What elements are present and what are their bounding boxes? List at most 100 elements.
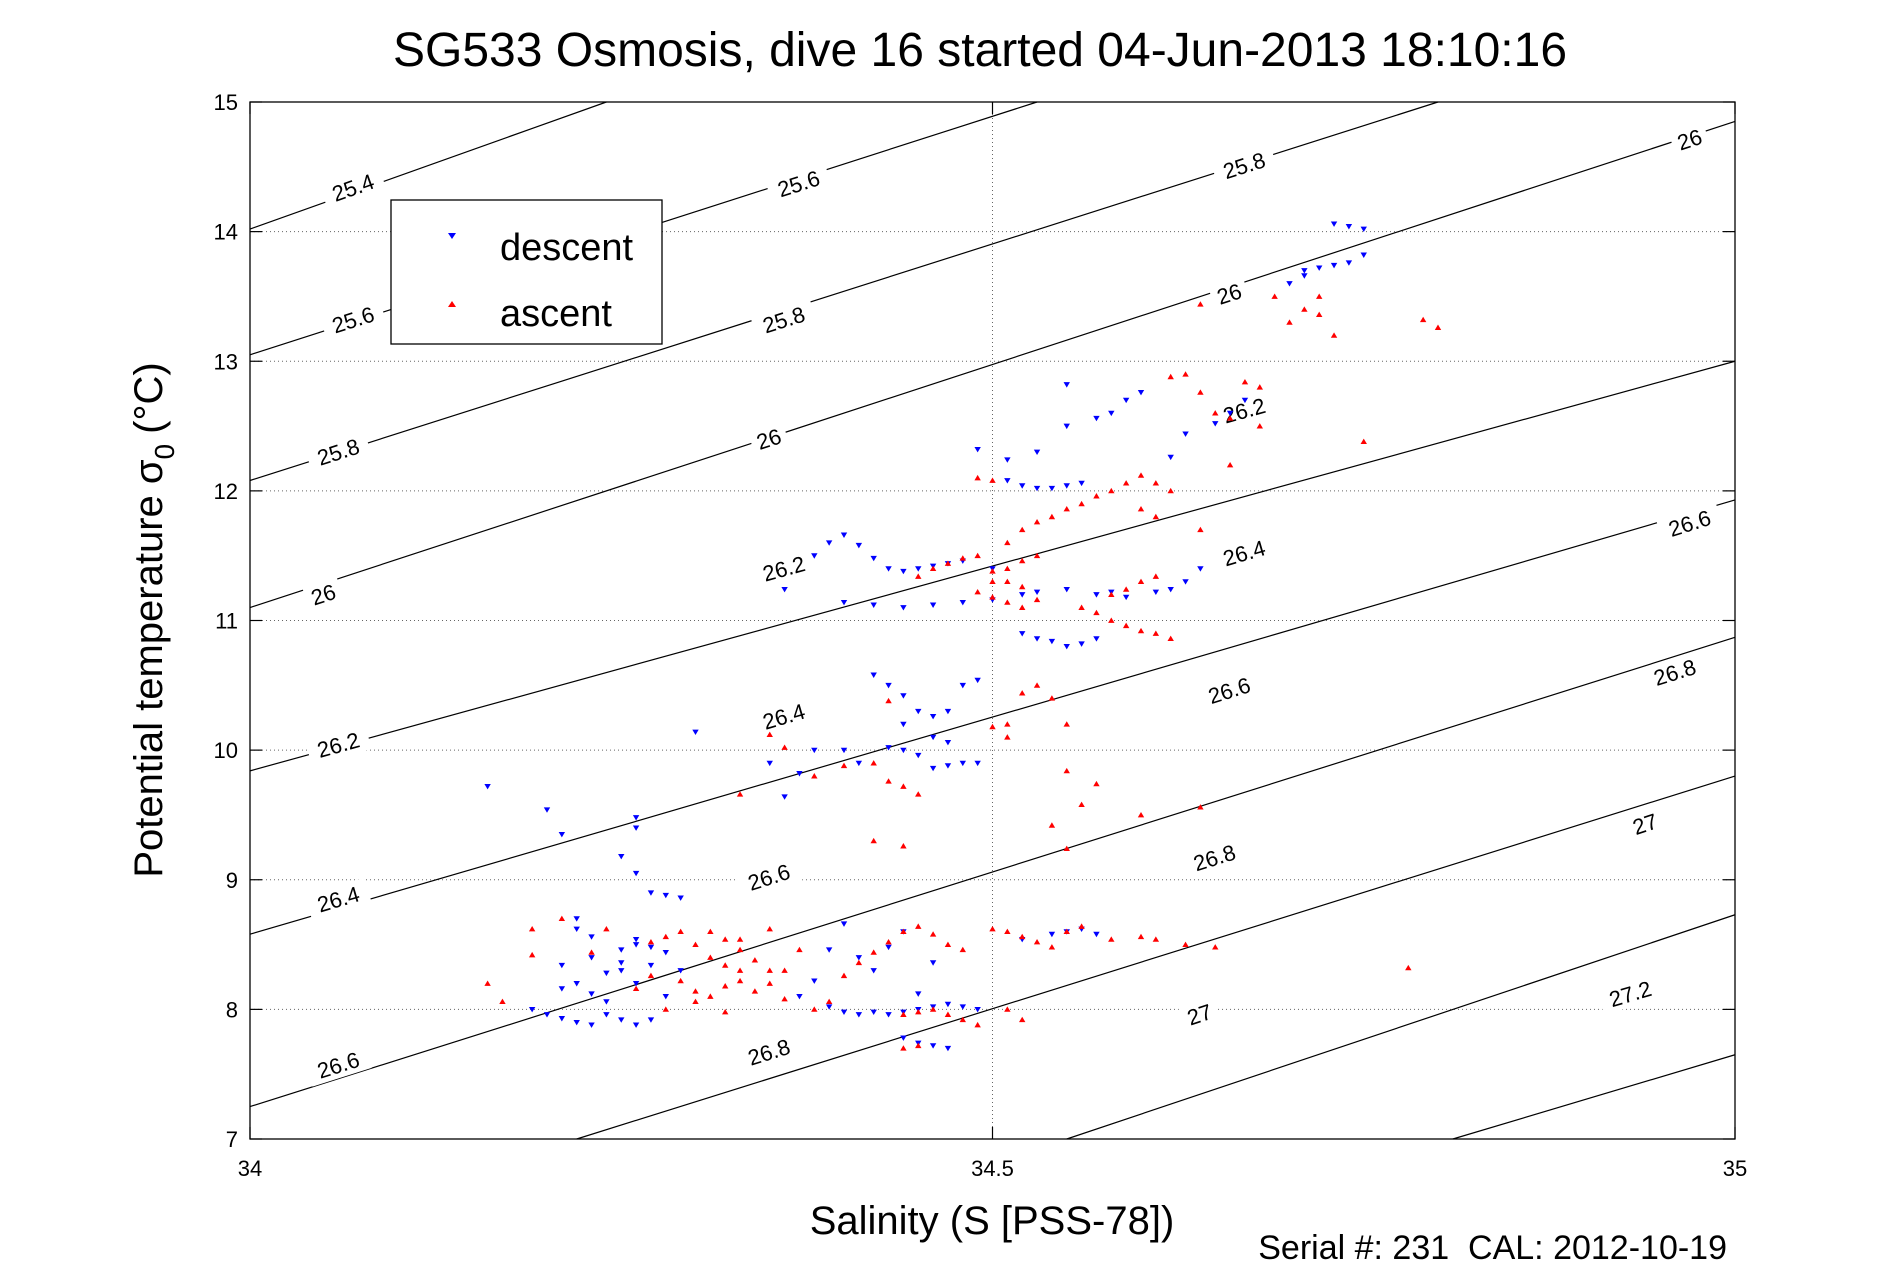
- ascent-point-3: [528, 926, 536, 932]
- contour-label-26.4-2: 26.4: [1210, 531, 1278, 574]
- descent-point-21: [632, 942, 640, 948]
- ascent-point-7: [677, 928, 684, 934]
- descent-point-126: [1360, 226, 1367, 233]
- ascent-point-83: [1033, 552, 1041, 559]
- ascent-point-87: [1122, 622, 1130, 629]
- contour-label-27-0: 27: [1178, 996, 1221, 1033]
- contour-label-26.2-2: 26.2: [1210, 389, 1278, 431]
- descent-point-86: [1063, 586, 1070, 593]
- descent-point-65: [781, 586, 788, 593]
- descent-point-132: [855, 1012, 863, 1018]
- ascent-point-47: [1048, 695, 1056, 701]
- descent-point-117: [1226, 410, 1234, 417]
- ascent-point-25: [662, 1006, 669, 1012]
- contour-line-26.2: [249, 360, 1736, 772]
- contour-label-bg: [750, 547, 818, 590]
- legend-marker-descent: [448, 233, 456, 239]
- descent-point-73: [915, 566, 922, 572]
- descent-point-36: [618, 968, 625, 974]
- descent-point-99: [1093, 636, 1100, 642]
- descent-point-55: [885, 682, 892, 689]
- descent-point-138: [944, 1001, 952, 1008]
- x-axis-label: Salinity (S [PSS-78]): [810, 1199, 1175, 1243]
- ascent-point-116: [1434, 324, 1442, 330]
- contour-label-text: 25.8: [760, 302, 808, 339]
- descent-point-47: [885, 745, 892, 751]
- series-ascent: [484, 293, 1442, 1051]
- contour-label-text: 26.2: [314, 727, 362, 762]
- descent-point-41: [766, 760, 773, 767]
- descent-point-9: [677, 895, 684, 901]
- y-tick-label-4: 11: [215, 609, 238, 634]
- ascent-point-63: [974, 588, 981, 595]
- descent-point-34: [573, 916, 580, 922]
- ascent-point-49: [1063, 767, 1070, 774]
- ascent-point-43: [1004, 734, 1011, 740]
- ascent-point-26: [692, 998, 699, 1004]
- descent-point-17: [603, 999, 610, 1005]
- contour-label-bg: [302, 576, 345, 613]
- y-tick-label-8: 15: [214, 90, 238, 115]
- ascent-point-78: [1137, 472, 1145, 478]
- descent-point-71: [885, 566, 892, 572]
- contour-label-text: 26.4: [760, 699, 808, 735]
- ascent-point-149: [1182, 941, 1189, 947]
- descent-point-116: [1212, 421, 1219, 427]
- descent-point-67: [825, 540, 833, 546]
- descent-point-8: [662, 892, 669, 899]
- descent-point-148: [885, 944, 892, 951]
- ascent-point-77: [1122, 480, 1130, 486]
- descent-point-103: [1048, 485, 1056, 492]
- descent-point-121: [1316, 265, 1323, 271]
- ascent-point-152: [1019, 1016, 1026, 1023]
- ascent-point-2: [528, 951, 536, 958]
- ascent-point-71: [1033, 518, 1041, 525]
- contour-label-text: 26.4: [1220, 535, 1268, 571]
- ascent-point-90: [1167, 635, 1174, 642]
- ascent-point-80: [989, 477, 996, 483]
- ascent-point-5: [647, 938, 655, 945]
- ascent-point-37: [900, 783, 907, 789]
- contour-label-bg: [304, 723, 372, 766]
- ascent-point-136: [840, 972, 848, 979]
- ascent-point-55: [915, 573, 922, 579]
- ascent-point-119: [1197, 804, 1204, 810]
- ascent-point-97: [1137, 506, 1145, 512]
- ascent-point-127: [915, 1042, 922, 1049]
- ascent-point-125: [974, 1021, 981, 1028]
- descent-point-108: [1093, 415, 1100, 422]
- ascent-point-150: [1212, 944, 1219, 950]
- contour-label-26.6-0: 26.6: [304, 1043, 372, 1087]
- ascent-point-81: [1004, 565, 1011, 572]
- contour-label-bg: [735, 855, 803, 899]
- descent-point-26: [632, 1022, 640, 1028]
- ascent-point-35: [870, 760, 877, 766]
- ascent-point-139: [989, 926, 996, 932]
- ascent-point-30: [736, 791, 744, 797]
- contour-label-25.8-1: 25.8: [750, 297, 818, 342]
- descent-point-151: [840, 921, 848, 927]
- contour-label-bg: [1210, 531, 1278, 574]
- ascent-point-14: [707, 993, 714, 999]
- descent-point-31: [588, 955, 595, 961]
- descent-point-123: [1345, 260, 1353, 266]
- contour-label-26.6-1: 26.6: [735, 855, 803, 899]
- contour-label-text: 26.6: [314, 1047, 362, 1084]
- ascent-point-110: [1316, 293, 1323, 299]
- contour-label-text: 26.4: [314, 881, 362, 917]
- ascent-point-82: [1019, 557, 1026, 564]
- ascent-point-158: [558, 915, 566, 922]
- legend-marker-ascent: [448, 301, 456, 307]
- descent-point-46: [855, 760, 863, 767]
- descent-point-39: [662, 949, 669, 956]
- ascent-point-17: [751, 988, 759, 994]
- ascent-point-143: [1048, 944, 1056, 950]
- y-tick-label-3: 10: [214, 738, 238, 763]
- ascent-point-69: [1004, 539, 1011, 546]
- contour-label-text: 27.2: [1606, 976, 1654, 1012]
- contour-label-27-1: 27: [1623, 805, 1667, 842]
- descent-point-144: [944, 1045, 952, 1052]
- ascent-point-117: [1226, 461, 1234, 468]
- legend-label-descent: descent: [500, 227, 634, 269]
- descent-point-78: [840, 599, 848, 606]
